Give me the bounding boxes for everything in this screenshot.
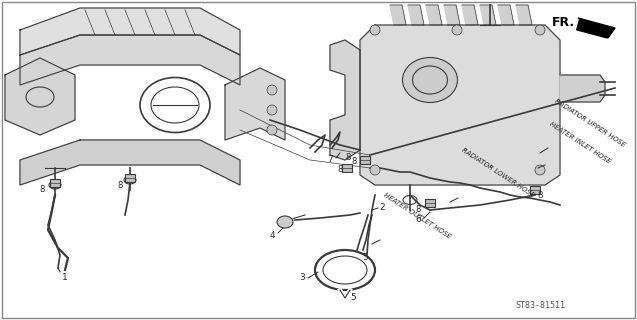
Text: 3: 3 xyxy=(299,274,305,283)
Ellipse shape xyxy=(403,58,457,102)
Text: 6: 6 xyxy=(415,215,421,225)
Text: HEATER INLET HOSE: HEATER INLET HOSE xyxy=(548,121,611,165)
Polygon shape xyxy=(225,68,285,140)
Circle shape xyxy=(370,165,380,175)
Polygon shape xyxy=(578,18,615,38)
Circle shape xyxy=(535,165,545,175)
FancyBboxPatch shape xyxy=(125,174,135,182)
Polygon shape xyxy=(330,40,360,160)
Text: HEATER OUTLET HOSE: HEATER OUTLET HOSE xyxy=(382,192,452,240)
Polygon shape xyxy=(5,58,75,135)
Circle shape xyxy=(370,25,380,35)
Text: 5: 5 xyxy=(350,293,356,302)
Circle shape xyxy=(452,25,462,35)
Polygon shape xyxy=(498,5,514,25)
Text: ST83-81511: ST83-81511 xyxy=(515,300,565,309)
FancyBboxPatch shape xyxy=(342,164,352,172)
Text: 2: 2 xyxy=(379,204,385,212)
Polygon shape xyxy=(390,5,406,25)
FancyBboxPatch shape xyxy=(360,156,370,164)
Polygon shape xyxy=(516,5,532,25)
Text: 8: 8 xyxy=(39,186,45,195)
Text: RADIATOR UPPER HOSE: RADIATOR UPPER HOSE xyxy=(553,98,626,148)
Text: FR.: FR. xyxy=(552,15,575,28)
Polygon shape xyxy=(462,5,478,25)
Text: RADIATOR LOWER HOSE: RADIATOR LOWER HOSE xyxy=(460,147,535,198)
FancyBboxPatch shape xyxy=(50,179,60,187)
Text: 8: 8 xyxy=(415,205,420,214)
Polygon shape xyxy=(426,5,442,25)
Circle shape xyxy=(267,125,277,135)
Text: 8: 8 xyxy=(345,153,351,162)
Text: 5: 5 xyxy=(362,253,368,262)
Text: 8: 8 xyxy=(338,165,343,174)
Circle shape xyxy=(267,85,277,95)
Polygon shape xyxy=(360,25,560,185)
Polygon shape xyxy=(20,8,240,55)
Text: 8: 8 xyxy=(538,190,543,199)
Text: 1: 1 xyxy=(62,274,68,283)
Circle shape xyxy=(267,105,277,115)
Text: 8: 8 xyxy=(117,181,123,190)
Text: 4: 4 xyxy=(269,230,275,239)
Polygon shape xyxy=(444,5,460,25)
Text: 7: 7 xyxy=(327,156,333,164)
Polygon shape xyxy=(408,5,424,25)
Polygon shape xyxy=(20,140,240,185)
FancyBboxPatch shape xyxy=(530,186,540,194)
Circle shape xyxy=(535,25,545,35)
Polygon shape xyxy=(20,35,240,85)
Ellipse shape xyxy=(277,216,293,228)
Text: 8: 8 xyxy=(352,157,357,166)
Polygon shape xyxy=(560,75,605,102)
Polygon shape xyxy=(480,5,496,25)
FancyBboxPatch shape xyxy=(425,199,435,207)
FancyArrow shape xyxy=(576,20,609,38)
